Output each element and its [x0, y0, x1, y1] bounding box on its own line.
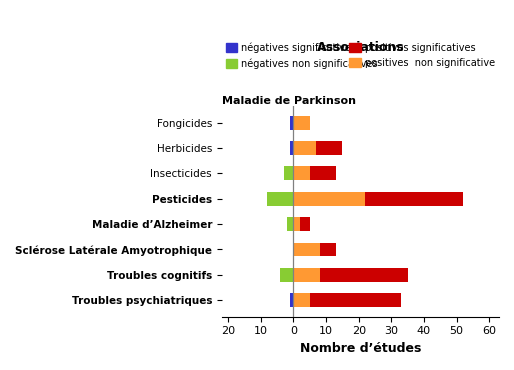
Bar [310, 293, 401, 307]
Bar [293, 293, 310, 307]
Bar [365, 192, 463, 206]
Bar [293, 141, 316, 155]
Bar [293, 242, 320, 256]
Bar [310, 166, 336, 181]
Bar [293, 192, 365, 206]
Legend: positives significatives, positives  non significative: positives significatives, positives non … [345, 39, 499, 71]
Bar [320, 268, 408, 282]
Bar [281, 268, 293, 282]
Bar [293, 166, 310, 181]
Bar [300, 217, 310, 231]
Bar [290, 293, 293, 307]
Bar [293, 116, 310, 130]
Bar [284, 166, 293, 181]
Bar [293, 268, 320, 282]
X-axis label: Nombre d’études: Nombre d’études [300, 342, 421, 355]
Title: Associations: Associations [317, 41, 404, 54]
Bar [287, 217, 293, 231]
Bar [290, 116, 293, 130]
Bar [293, 217, 300, 231]
Bar [290, 141, 293, 155]
Bar [320, 242, 336, 256]
Text: Maladie de Parkinson: Maladie de Parkinson [222, 96, 356, 106]
Bar [267, 192, 293, 206]
Bar [316, 141, 342, 155]
